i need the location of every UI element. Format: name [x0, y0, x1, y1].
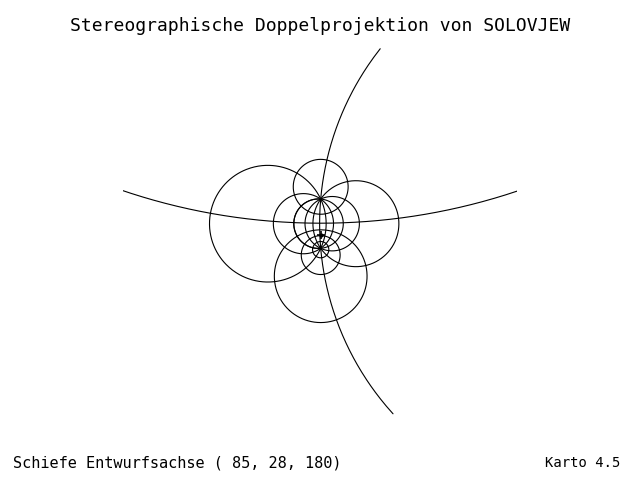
- Text: Schiefe Entwurfsachse ( 85, 28, 180): Schiefe Entwurfsachse ( 85, 28, 180): [13, 456, 341, 470]
- Text: Karto 4.5: Karto 4.5: [545, 456, 621, 470]
- Text: Stereographische Doppelprojektion von SOLOVJEW: Stereographische Doppelprojektion von SO…: [70, 17, 570, 35]
